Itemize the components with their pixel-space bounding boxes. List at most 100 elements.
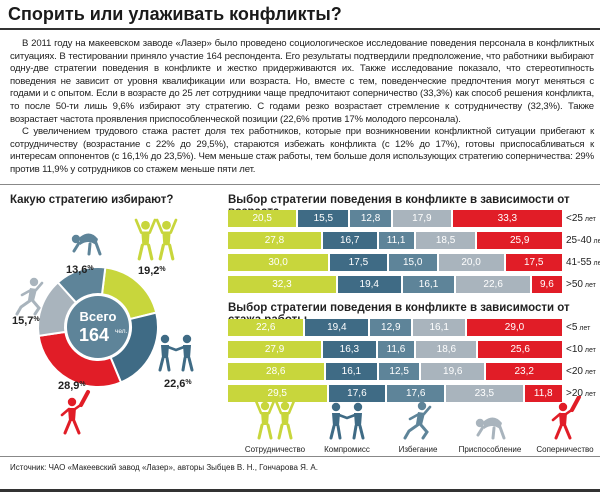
row-label-unit: лет xyxy=(582,216,596,223)
row-label: <20 лет xyxy=(566,366,596,377)
row-label-unit: лет xyxy=(582,282,596,289)
row-label-value: <25 xyxy=(566,213,583,224)
compromise-icon xyxy=(158,334,194,372)
avoidance-icon xyxy=(403,401,432,440)
accommodation-icon xyxy=(475,417,506,440)
bar-segment: 29,5 xyxy=(228,385,327,402)
bar-segment: 28,6 xyxy=(228,363,324,380)
row-label: >50 лет xyxy=(566,279,596,290)
donut-center-label: Всего xyxy=(79,309,116,324)
row-label-value: <20 xyxy=(566,366,583,377)
compromise-icon xyxy=(329,402,365,440)
donut-center-unit: чел. xyxy=(115,328,128,335)
donut-title: Какую стратегию избирают? xyxy=(10,194,174,206)
bar-segment: 19,4 xyxy=(303,319,369,336)
row-label-value: 41-55 xyxy=(566,257,592,268)
bar-segment: 25,9 xyxy=(475,232,562,249)
donut-center-total: 164 xyxy=(79,325,109,345)
donut-slice-label: 19,2% xyxy=(138,265,166,277)
intro-text: В 2011 году на макеевском заводе «Лазер»… xyxy=(10,38,594,177)
accommodation-icon xyxy=(71,233,102,256)
row-label-value: 25-40 xyxy=(566,235,592,246)
bar-segment: 22,6 xyxy=(454,276,530,293)
donut-slice xyxy=(56,266,107,304)
bar-segment: 15,0 xyxy=(386,254,437,271)
donut-slice-label: 13,6% xyxy=(66,264,94,276)
competition-icon xyxy=(60,390,90,435)
row-label-value: >50 xyxy=(566,279,583,290)
section-divider xyxy=(0,184,600,185)
row-label-unit: лет xyxy=(577,325,591,332)
bar-segment: 9,6 xyxy=(529,276,562,293)
legend-icons xyxy=(254,396,581,440)
row-label: >20 лет xyxy=(566,388,596,399)
row-label: 41-55 лет xyxy=(566,257,600,268)
donut-slice-label: 22,6% xyxy=(164,378,192,390)
row-label: 25-40 лет xyxy=(566,235,600,246)
bar-segment: 12,8 xyxy=(348,210,391,227)
bar-segment: 29,0 xyxy=(465,319,562,336)
bar-segment: 23,2 xyxy=(484,363,562,380)
donut-center xyxy=(67,296,129,358)
legend-label: Сотрудничество xyxy=(244,445,306,454)
bar-segment: 11,6 xyxy=(375,341,415,358)
bottom-rule xyxy=(0,489,600,492)
row-label-value: <10 xyxy=(566,344,583,355)
bar-segment: 17,5 xyxy=(328,254,387,271)
bar-row: 27,9 16,3 11,6 18,6 25,6 xyxy=(228,341,562,358)
bar-segment: 22,6 xyxy=(228,319,304,336)
row-label-unit: лет xyxy=(582,391,596,398)
legend-label: Компромисс xyxy=(324,445,370,454)
page-title: Спорить или улаживать конфликты? xyxy=(8,4,342,24)
bar-row: 28,6 16,1 12,5 19,6 23,2 xyxy=(228,363,562,380)
bar-segment: 19,4 xyxy=(335,276,401,293)
bar-segment: 33,3 xyxy=(450,210,562,227)
legend-label: Приспособление xyxy=(458,445,522,454)
bar-row: 22,6 19,4 12,9 16,1 29,0 xyxy=(228,319,562,336)
bar-segment: 12,9 xyxy=(368,319,412,336)
bar-segment: 11,8 xyxy=(522,385,562,402)
bar-segment: 27,8 xyxy=(228,232,321,249)
bar-row: 27,8 16,7 11,1 18,5 25,9 xyxy=(228,232,562,249)
bar-segment: 17,6 xyxy=(385,385,445,402)
title-rule xyxy=(0,28,600,30)
cooperation-icon xyxy=(134,218,178,261)
cooperation-icon xyxy=(254,399,296,440)
bar-segment: 18,6 xyxy=(414,341,477,358)
avoidance-icon xyxy=(15,277,44,316)
bar-segment: 20,5 xyxy=(228,210,297,227)
bar-segment: 17,5 xyxy=(503,254,562,271)
source-rule xyxy=(0,456,600,457)
bar-segment: 19,6 xyxy=(419,363,485,380)
bar-segment: 17,9 xyxy=(390,210,451,227)
bar-row: 32,3 19,4 16,1 22,6 9,6 xyxy=(228,276,562,293)
bar-segment: 18,5 xyxy=(413,232,476,249)
competition-icon xyxy=(551,396,581,440)
bar-segment: 16,1 xyxy=(411,319,466,336)
bar-segment: 16,3 xyxy=(321,341,376,358)
bar-row: 30,0 17,5 15,0 20,0 17,5 xyxy=(228,254,562,271)
bar-segment: 16,1 xyxy=(323,363,378,380)
row-label: <10 лет xyxy=(566,344,596,355)
legend-label: Соперничество xyxy=(536,445,594,454)
paragraph-1: В 2011 году на макеевском заводе «Лазер»… xyxy=(10,38,594,125)
bar-segment: 16,7 xyxy=(320,232,377,249)
bar-row: 29,5 17,6 17,6 23,5 11,8 xyxy=(228,385,562,402)
row-label-value: >20 xyxy=(566,388,583,399)
bar-segment: 32,3 xyxy=(228,276,336,293)
bar-row: 20,5 15,5 12,8 17,9 33,3 xyxy=(228,210,562,227)
bar-segment: 30,0 xyxy=(228,254,329,271)
row-label: <25 лет xyxy=(566,213,596,224)
legend-label: Избегание xyxy=(398,445,438,454)
row-label-unit: лет xyxy=(582,369,596,376)
bar-segment: 27,9 xyxy=(228,341,322,358)
bar-segment: 20,0 xyxy=(436,254,504,271)
bar-segment: 17,6 xyxy=(326,385,386,402)
row-label-unit: лет xyxy=(593,260,600,267)
bar-segment: 25,6 xyxy=(476,341,562,358)
row-label-unit: лет xyxy=(582,347,596,354)
bar-segment: 23,5 xyxy=(444,385,523,402)
bar-segment: 16,1 xyxy=(400,276,455,293)
donut-slice-label: 28,9% xyxy=(58,380,86,392)
